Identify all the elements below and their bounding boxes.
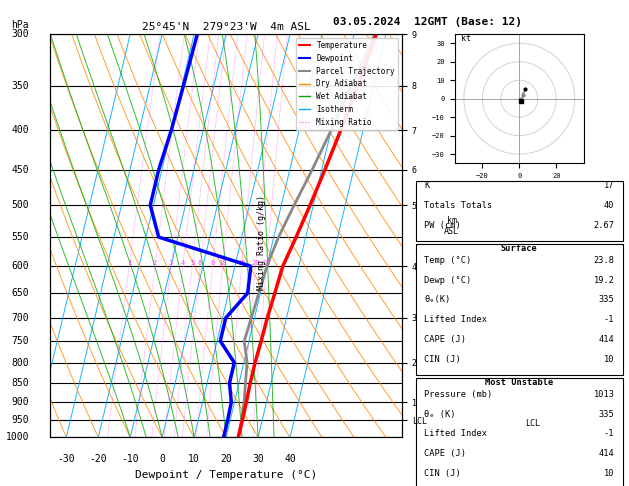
Text: 15: 15 xyxy=(237,260,246,266)
Text: 4: 4 xyxy=(181,260,185,266)
Text: Lifted Index: Lifted Index xyxy=(424,315,487,324)
Text: Totals Totals: Totals Totals xyxy=(424,201,493,210)
Text: 40: 40 xyxy=(284,453,296,464)
Text: 800: 800 xyxy=(11,358,29,367)
Text: kt: kt xyxy=(461,34,471,43)
Text: 20: 20 xyxy=(220,453,232,464)
Text: 03.05.2024  12GMT (Base: 12): 03.05.2024 12GMT (Base: 12) xyxy=(333,17,522,27)
Text: Mixing Ratio (g/kg): Mixing Ratio (g/kg) xyxy=(257,195,265,291)
Text: PW (cm): PW (cm) xyxy=(424,221,461,230)
Text: CIN (J): CIN (J) xyxy=(424,469,461,478)
Y-axis label: km
ASL: km ASL xyxy=(444,216,459,236)
Text: 350: 350 xyxy=(11,81,29,91)
Text: hPa: hPa xyxy=(11,20,29,30)
Text: 3: 3 xyxy=(169,260,173,266)
Bar xyxy=(416,378,623,486)
Text: 1: 1 xyxy=(127,260,131,266)
Text: 0: 0 xyxy=(159,453,165,464)
Text: 600: 600 xyxy=(11,261,29,271)
Bar xyxy=(416,181,623,241)
Text: Lifted Index: Lifted Index xyxy=(424,430,487,438)
Text: 10: 10 xyxy=(604,469,615,478)
Text: 2.67: 2.67 xyxy=(593,221,615,230)
Title: 25°45'N  279°23'W  4m ASL: 25°45'N 279°23'W 4m ASL xyxy=(142,22,311,32)
Text: CIN (J): CIN (J) xyxy=(424,355,461,364)
Text: Surface: Surface xyxy=(501,243,538,253)
Text: 700: 700 xyxy=(11,313,29,323)
Text: -1: -1 xyxy=(604,430,615,438)
Text: 550: 550 xyxy=(11,232,29,242)
Text: 750: 750 xyxy=(11,336,29,346)
Text: 950: 950 xyxy=(11,415,29,425)
Text: 650: 650 xyxy=(11,288,29,298)
Text: Dewp (°C): Dewp (°C) xyxy=(424,276,471,285)
Bar xyxy=(416,243,623,375)
Text: 414: 414 xyxy=(599,335,615,344)
Text: Pressure (mb): Pressure (mb) xyxy=(424,390,493,399)
Text: K: K xyxy=(424,181,430,191)
Text: -20: -20 xyxy=(89,453,107,464)
Text: 40: 40 xyxy=(604,201,615,210)
Text: 900: 900 xyxy=(11,397,29,407)
Text: CAPE (J): CAPE (J) xyxy=(424,450,466,458)
Text: LCL: LCL xyxy=(525,419,540,428)
Text: 1013: 1013 xyxy=(593,390,615,399)
Text: 10: 10 xyxy=(188,453,200,464)
Text: 25: 25 xyxy=(262,260,270,266)
Text: Most Unstable: Most Unstable xyxy=(485,378,554,387)
Text: -1: -1 xyxy=(604,315,615,324)
Text: 23.8: 23.8 xyxy=(593,256,615,265)
Text: 1000: 1000 xyxy=(6,433,29,442)
Text: 2: 2 xyxy=(153,260,157,266)
Text: 335: 335 xyxy=(599,295,615,305)
Text: 300: 300 xyxy=(11,29,29,39)
Text: 335: 335 xyxy=(599,410,615,418)
Text: 850: 850 xyxy=(11,378,29,388)
Text: Temp (°C): Temp (°C) xyxy=(424,256,471,265)
Text: θₑ (K): θₑ (K) xyxy=(424,410,455,418)
Text: 10: 10 xyxy=(604,355,615,364)
Text: 414: 414 xyxy=(599,450,615,458)
Text: 20: 20 xyxy=(251,260,260,266)
Text: -10: -10 xyxy=(121,453,139,464)
Text: Dewpoint / Temperature (°C): Dewpoint / Temperature (°C) xyxy=(135,469,317,480)
Text: 30: 30 xyxy=(252,453,264,464)
Text: θₑ(K): θₑ(K) xyxy=(424,295,450,305)
Text: CAPE (J): CAPE (J) xyxy=(424,335,466,344)
Text: 10: 10 xyxy=(218,260,227,266)
Text: 17: 17 xyxy=(604,181,615,191)
Text: 8: 8 xyxy=(211,260,215,266)
Text: 19.2: 19.2 xyxy=(593,276,615,285)
Text: 450: 450 xyxy=(11,165,29,175)
Text: 500: 500 xyxy=(11,200,29,210)
Legend: Temperature, Dewpoint, Parcel Trajectory, Dry Adiabat, Wet Adiabat, Isotherm, Mi: Temperature, Dewpoint, Parcel Trajectory… xyxy=(296,38,398,130)
Text: 400: 400 xyxy=(11,125,29,136)
Text: -30: -30 xyxy=(57,453,75,464)
Text: 5: 5 xyxy=(190,260,194,266)
Text: 6: 6 xyxy=(198,260,202,266)
